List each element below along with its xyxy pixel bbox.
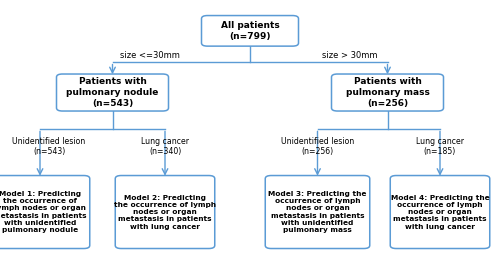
Text: All patients
(n=799): All patients (n=799) — [220, 21, 280, 41]
Text: Model 4: Predicting the
occurrence of lymph
nodes or organ
metastasis in patient: Model 4: Predicting the occurrence of ly… — [390, 195, 490, 230]
Text: Patients with
pulmonary nodule
(n=543): Patients with pulmonary nodule (n=543) — [66, 77, 158, 108]
FancyBboxPatch shape — [202, 15, 298, 46]
Text: Model 2: Predicting
the occurrence of lymph
nodes or organ
metastasis in patient: Model 2: Predicting the occurrence of ly… — [114, 195, 216, 230]
Text: Lung cancer
(n=185): Lung cancer (n=185) — [416, 137, 464, 156]
FancyBboxPatch shape — [0, 176, 90, 249]
Text: Unidentified lesion
(n=256): Unidentified lesion (n=256) — [281, 137, 354, 156]
FancyBboxPatch shape — [115, 176, 215, 249]
Text: size <=30mm: size <=30mm — [120, 51, 180, 60]
Text: size > 30mm: size > 30mm — [322, 51, 378, 60]
Text: Model 3: Predicting the
occurrence of lymph
nodes or organ
metastasis in patient: Model 3: Predicting the occurrence of ly… — [268, 191, 366, 233]
FancyBboxPatch shape — [332, 74, 444, 111]
Text: Lung cancer
(n=340): Lung cancer (n=340) — [141, 137, 189, 156]
Text: Patients with
pulmonary mass
(n=256): Patients with pulmonary mass (n=256) — [346, 77, 430, 108]
Text: Unidentified lesion
(n=543): Unidentified lesion (n=543) — [12, 137, 86, 156]
FancyBboxPatch shape — [265, 176, 370, 249]
FancyBboxPatch shape — [56, 74, 168, 111]
Text: Model 1: Predicting
the occurrence of
lymph nodes or organ
metastasis in patient: Model 1: Predicting the occurrence of ly… — [0, 191, 87, 233]
FancyBboxPatch shape — [390, 176, 490, 249]
